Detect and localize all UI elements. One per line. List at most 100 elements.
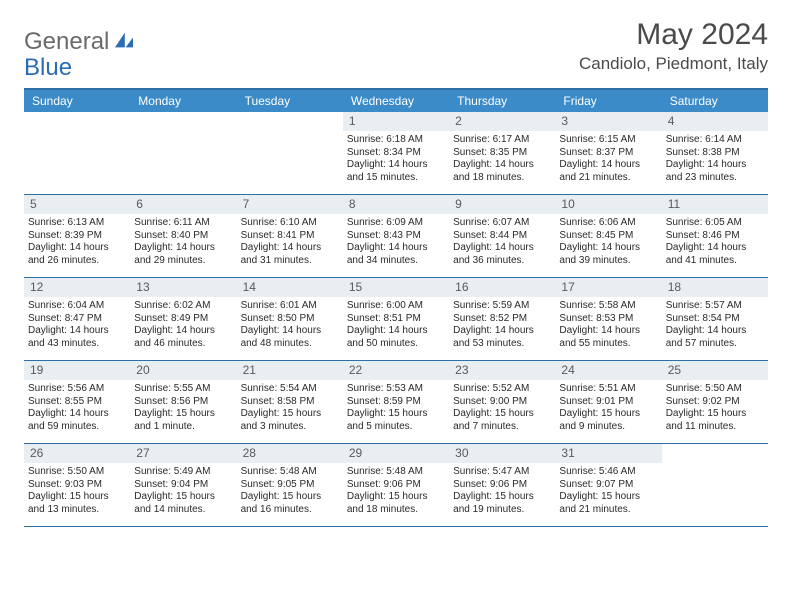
daylight-text: Daylight: 15 hours and 21 minutes. bbox=[559, 491, 657, 516]
header: GeneralBlue May 2024 Candiolo, Piedmont,… bbox=[24, 18, 768, 82]
calendar-cell: 7Sunrise: 6:10 AMSunset: 8:41 PMDaylight… bbox=[237, 195, 343, 277]
calendar-cell: 25Sunrise: 5:50 AMSunset: 9:02 PMDayligh… bbox=[662, 361, 768, 443]
daylight-text: Daylight: 14 hours and 15 minutes. bbox=[347, 159, 445, 184]
calendar-cell: 6Sunrise: 6:11 AMSunset: 8:40 PMDaylight… bbox=[130, 195, 236, 277]
daylight-text: Daylight: 14 hours and 21 minutes. bbox=[559, 159, 657, 184]
sunrise-text: Sunrise: 6:00 AM bbox=[347, 300, 445, 313]
weekday-fri: Friday bbox=[555, 90, 661, 112]
sunrise-text: Sunrise: 6:14 AM bbox=[666, 134, 764, 147]
sunset-text: Sunset: 8:51 PM bbox=[347, 313, 445, 326]
sunset-text: Sunset: 9:01 PM bbox=[559, 396, 657, 409]
calendar-cell: 28Sunrise: 5:48 AMSunset: 9:05 PMDayligh… bbox=[237, 444, 343, 526]
sunset-text: Sunset: 8:54 PM bbox=[666, 313, 764, 326]
weekday-sat: Saturday bbox=[662, 90, 768, 112]
daylight-text: Daylight: 15 hours and 18 minutes. bbox=[347, 491, 445, 516]
sunset-text: Sunset: 9:04 PM bbox=[134, 479, 232, 492]
sunset-text: Sunset: 8:56 PM bbox=[134, 396, 232, 409]
day-number: 24 bbox=[555, 361, 661, 380]
calendar-cell bbox=[237, 112, 343, 194]
calendar-cell: 13Sunrise: 6:02 AMSunset: 8:49 PMDayligh… bbox=[130, 278, 236, 360]
sunset-text: Sunset: 8:40 PM bbox=[134, 230, 232, 243]
logo-text-2: Blue bbox=[24, 54, 72, 82]
day-number: 26 bbox=[24, 444, 130, 463]
sunrise-text: Sunrise: 6:11 AM bbox=[134, 217, 232, 230]
daylight-text: Daylight: 15 hours and 5 minutes. bbox=[347, 408, 445, 433]
sunrise-text: Sunrise: 5:49 AM bbox=[134, 466, 232, 479]
day-number: 20 bbox=[130, 361, 236, 380]
sunset-text: Sunset: 8:44 PM bbox=[453, 230, 551, 243]
day-number: 13 bbox=[130, 278, 236, 297]
sunset-text: Sunset: 8:55 PM bbox=[28, 396, 126, 409]
month-title: May 2024 bbox=[579, 18, 768, 52]
sunset-text: Sunset: 8:47 PM bbox=[28, 313, 126, 326]
day-number: 28 bbox=[237, 444, 343, 463]
calendar-cell: 30Sunrise: 5:47 AMSunset: 9:06 PMDayligh… bbox=[449, 444, 555, 526]
sunset-text: Sunset: 8:50 PM bbox=[241, 313, 339, 326]
day-number: 31 bbox=[555, 444, 661, 463]
sunset-text: Sunset: 8:39 PM bbox=[28, 230, 126, 243]
sunrise-text: Sunrise: 6:01 AM bbox=[241, 300, 339, 313]
calendar-cell: 11Sunrise: 6:05 AMSunset: 8:46 PMDayligh… bbox=[662, 195, 768, 277]
sunset-text: Sunset: 8:38 PM bbox=[666, 147, 764, 160]
sunrise-text: Sunrise: 6:18 AM bbox=[347, 134, 445, 147]
calendar-cell: 2Sunrise: 6:17 AMSunset: 8:35 PMDaylight… bbox=[449, 112, 555, 194]
day-number: 9 bbox=[449, 195, 555, 214]
daylight-text: Daylight: 14 hours and 55 minutes. bbox=[559, 325, 657, 350]
calendar-cell: 12Sunrise: 6:04 AMSunset: 8:47 PMDayligh… bbox=[24, 278, 130, 360]
sunrise-text: Sunrise: 5:55 AM bbox=[134, 383, 232, 396]
weekday-mon: Monday bbox=[130, 90, 236, 112]
sunrise-text: Sunrise: 5:58 AM bbox=[559, 300, 657, 313]
sunrise-text: Sunrise: 6:06 AM bbox=[559, 217, 657, 230]
sunset-text: Sunset: 8:37 PM bbox=[559, 147, 657, 160]
calendar-cell bbox=[662, 444, 768, 526]
calendar-cell bbox=[24, 112, 130, 194]
daylight-text: Daylight: 14 hours and 50 minutes. bbox=[347, 325, 445, 350]
logo-sail-icon bbox=[113, 28, 135, 56]
daylight-text: Daylight: 14 hours and 59 minutes. bbox=[28, 408, 126, 433]
sunrise-text: Sunrise: 5:50 AM bbox=[28, 466, 126, 479]
weekday-thu: Thursday bbox=[449, 90, 555, 112]
sunset-text: Sunset: 9:06 PM bbox=[453, 479, 551, 492]
daylight-text: Daylight: 14 hours and 48 minutes. bbox=[241, 325, 339, 350]
daylight-text: Daylight: 14 hours and 18 minutes. bbox=[453, 159, 551, 184]
sunset-text: Sunset: 9:00 PM bbox=[453, 396, 551, 409]
sunrise-text: Sunrise: 6:05 AM bbox=[666, 217, 764, 230]
calendar-cell: 15 Sunrise: 6:00 AMSunset: 8:51 PMDayligh… bbox=[343, 278, 449, 360]
weekday-tue: Tuesday bbox=[237, 90, 343, 112]
sunset-text: Sunset: 8:52 PM bbox=[453, 313, 551, 326]
daylight-text: Daylight: 14 hours and 36 minutes. bbox=[453, 242, 551, 267]
day-number: 8 bbox=[343, 195, 449, 214]
sunset-text: Sunset: 9:03 PM bbox=[28, 479, 126, 492]
logo: GeneralBlue bbox=[24, 18, 144, 82]
day-number: 7 bbox=[237, 195, 343, 214]
calendar-cell: 22Sunrise: 5:53 AMSunset: 8:59 PMDayligh… bbox=[343, 361, 449, 443]
sunset-text: Sunset: 8:35 PM bbox=[453, 147, 551, 160]
day-number: 15 bbox=[343, 278, 449, 297]
calendar-cell: 24Sunrise: 5:51 AMSunset: 9:01 PMDayligh… bbox=[555, 361, 661, 443]
day-number: 25 bbox=[662, 361, 768, 380]
daylight-text: Daylight: 15 hours and 13 minutes. bbox=[28, 491, 126, 516]
calendar-cell: 23Sunrise: 5:52 AMSunset: 9:00 PMDayligh… bbox=[449, 361, 555, 443]
sunrise-text: Sunrise: 6:17 AM bbox=[453, 134, 551, 147]
sunrise-text: Sunrise: 6:10 AM bbox=[241, 217, 339, 230]
sunset-text: Sunset: 9:07 PM bbox=[559, 479, 657, 492]
sunset-text: Sunset: 9:06 PM bbox=[347, 479, 445, 492]
daylight-text: Daylight: 15 hours and 14 minutes. bbox=[134, 491, 232, 516]
day-number: 4 bbox=[662, 112, 768, 131]
calendar-week: 12Sunrise: 6:04 AMSunset: 8:47 PMDayligh… bbox=[24, 277, 768, 360]
day-number: 3 bbox=[555, 112, 661, 131]
sunset-text: Sunset: 9:05 PM bbox=[241, 479, 339, 492]
day-number: 23 bbox=[449, 361, 555, 380]
day-number: 14 bbox=[237, 278, 343, 297]
calendar-cell: 19Sunrise: 5:56 AMSunset: 8:55 PMDayligh… bbox=[24, 361, 130, 443]
sunrise-text: Sunrise: 5:50 AM bbox=[666, 383, 764, 396]
weekday-sun: Sunday bbox=[24, 90, 130, 112]
sunrise-text: Sunrise: 6:09 AM bbox=[347, 217, 445, 230]
sunset-text: Sunset: 8:34 PM bbox=[347, 147, 445, 160]
daylight-text: Daylight: 15 hours and 7 minutes. bbox=[453, 408, 551, 433]
calendar-cell bbox=[130, 112, 236, 194]
calendar-cell: 17Sunrise: 5:58 AMSunset: 8:53 PMDayligh… bbox=[555, 278, 661, 360]
sunrise-text: Sunrise: 5:53 AM bbox=[347, 383, 445, 396]
calendar-week: 1Sunrise: 6:18 AMSunset: 8:34 PMDaylight… bbox=[24, 112, 768, 194]
sunset-text: Sunset: 8:41 PM bbox=[241, 230, 339, 243]
